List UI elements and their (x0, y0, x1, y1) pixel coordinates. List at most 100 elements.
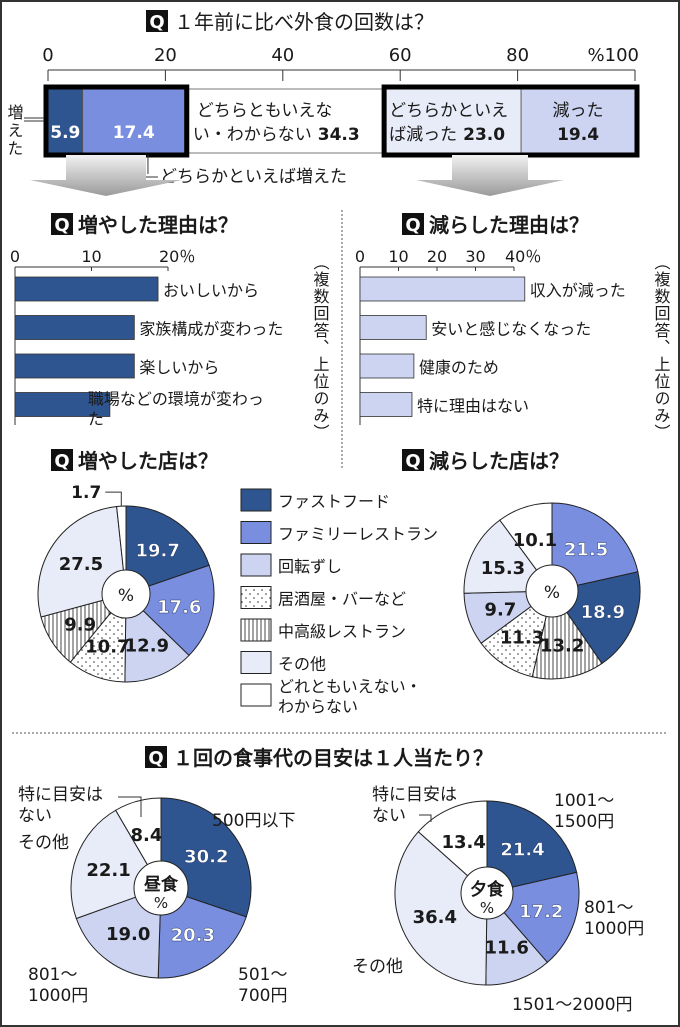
decrease-reasons-note: （複数回答、上位のみ） (652, 254, 671, 441)
tick-label: 0 (10, 247, 20, 266)
bar-segment-label: い・わからない 34.3 (193, 125, 360, 145)
bar-segment (82, 88, 186, 154)
bar-category-label: 安いと感じなくなった (431, 320, 591, 339)
pie-center-label: % (544, 583, 560, 603)
pie-slice (394, 831, 488, 986)
pie-value-label: 9.7 (484, 600, 516, 621)
q-mark: Q (54, 451, 69, 472)
legend-swatch (240, 521, 272, 544)
tick-label: 10 (81, 247, 101, 266)
pie-center-unit: % (154, 894, 168, 912)
bar-segment (47, 88, 84, 154)
pie-category-label: 1501～2000円 (512, 995, 633, 1015)
pie-value-label: 36.4 (413, 907, 457, 928)
bar-category-label: 健康のため (419, 358, 499, 377)
pie-category-label: ない (372, 806, 406, 826)
pie-category-label: その他 (352, 957, 403, 977)
pie-category-label: 801～ (28, 965, 77, 985)
legend-label: どれともいえない・ (278, 677, 422, 696)
pie-value-label: 11.6 (484, 938, 528, 959)
bar-segment-label: い・わからない (193, 125, 312, 145)
pie-category-label: 700円 (238, 986, 287, 1006)
pie-value-label: 12.9 (125, 635, 169, 656)
pie-slice (485, 891, 549, 986)
multiple-answer-note: （複数回答、上位のみ） (311, 254, 330, 441)
legend-swatch (240, 618, 272, 642)
tick-label: 80 (506, 45, 529, 66)
pie-value-label: 1.7 (71, 483, 101, 503)
pie-slice (417, 800, 488, 895)
pie-center (133, 860, 189, 916)
title-increased-shops: Q 増やした店は？ (51, 449, 218, 473)
legend-label: ファストフード (278, 492, 390, 511)
title-decrease-reasons: Q 減らした理由は？ (402, 213, 589, 237)
pie-category-label: 1000円 (28, 986, 88, 1006)
bar-category-label: 家族構成が変わった (139, 320, 283, 339)
legend-swatch (240, 586, 272, 609)
bar-value-label: 19.4 (557, 125, 599, 145)
chart-title: 減らした店は？ (429, 449, 569, 473)
bar-category-label: 楽しいから (139, 358, 219, 377)
pie-center (525, 564, 579, 618)
bar-segment-label: どちらともいえな (197, 101, 333, 121)
title-frequency: Q １年前に比べ外食の回数は？ (146, 10, 434, 34)
pie-slice (463, 519, 553, 594)
tick-label: 20 (154, 45, 177, 66)
pie-value-label: 10.7 (85, 636, 129, 657)
title-increase-reasons: Q 増やした理由は？ (51, 213, 238, 237)
tick-label: 10 (388, 247, 408, 266)
shops-legend: ファストフードファミリーレストラン回転ずし居酒屋・バーなど中高級レストランその他… (240, 488, 438, 716)
bar-category-label: 職場などの環境が変わった (88, 390, 264, 429)
pie-value-label: 17.2 (519, 902, 563, 923)
pie-category-label: 801～ (584, 898, 633, 918)
title-decreased-shops: Q 減らした店は？ (402, 449, 569, 473)
arrow-right (416, 155, 564, 196)
tick-label: 20 (427, 247, 447, 266)
bar (14, 392, 111, 417)
pie-value-label: 11.3 (500, 628, 544, 649)
increase-reasons-note: （複数回答、上位のみ） (311, 254, 330, 441)
pie-slice (124, 592, 190, 683)
increased-shops-pie: 19.7 17.6 12.910.79.9 27.5 1.7% (37, 483, 215, 683)
q-mark-box (146, 10, 168, 32)
arrow-left (30, 155, 182, 196)
tick-label: 40 (271, 45, 294, 66)
chart-title: 増やした店は？ (78, 449, 218, 473)
pie-value-label: 19.0 (106, 924, 150, 945)
bar-value-label: 5.9 (50, 123, 80, 143)
q-mark: Q (405, 451, 420, 472)
pie-category-label: 1000円 (584, 919, 644, 939)
q-mark: Q (148, 748, 163, 769)
pie-category-label: 1001～ (554, 791, 614, 811)
pie-center (101, 569, 151, 619)
pie-value-label: 8.4 (130, 825, 162, 846)
pie-category-label: 特に目安は (18, 785, 103, 805)
pie-center-label: % (118, 586, 134, 606)
bar-category-label: 収入が減った (530, 281, 626, 300)
pie-slice (486, 800, 578, 894)
bar-segment-label: ば減った 23.0 (389, 125, 505, 145)
pie-leader-line (105, 491, 122, 507)
chart-title: 増やした理由は？ (78, 213, 238, 237)
pie-category-label: 特に目安は (372, 785, 457, 805)
increased-side-label: 増えた (5, 104, 44, 158)
legend-label: 中高級レストラン (278, 622, 406, 641)
pie-value-label: 20.3 (171, 925, 215, 946)
bar (14, 315, 135, 340)
multiple-answer-note: （複数回答、上位のみ） (652, 254, 671, 441)
dinner-budget-pie: 21.4 17.2 11.6 36.4 13.4 夕食% 1001～1500円 801～100… (352, 785, 644, 1015)
legend-swatch (240, 553, 272, 577)
pie-leader-line (419, 814, 432, 822)
legend-swatch (240, 488, 272, 512)
pie-leader-line (118, 796, 142, 817)
tick-label: 0 (42, 45, 53, 66)
callout-label: どちらかといえば増えた (160, 167, 347, 187)
pie-category-label: 1500円 (554, 812, 614, 832)
bar (359, 392, 413, 417)
increased-label: 増えた (5, 104, 24, 158)
pie-category-label: 500円以下 (212, 811, 295, 831)
bar-category-label: おいしいから (163, 281, 259, 300)
